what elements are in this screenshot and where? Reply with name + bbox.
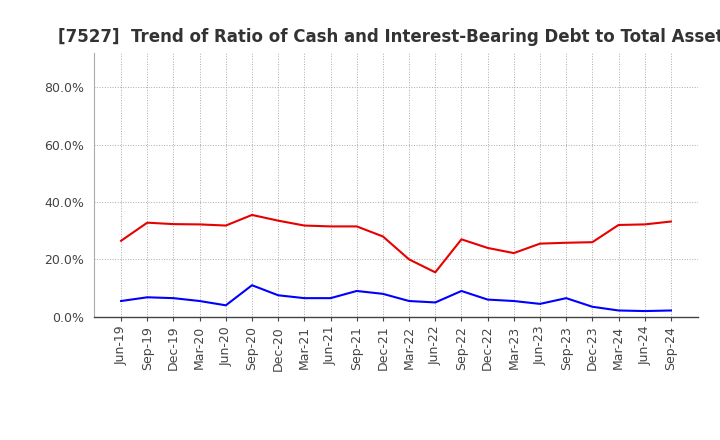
Cash [405, 257, 413, 262]
Interest-Bearing Debt [510, 298, 518, 304]
Cash [588, 239, 597, 245]
Cash [300, 223, 309, 228]
Cash [431, 270, 440, 275]
Cash [483, 245, 492, 250]
Interest-Bearing Debt [588, 304, 597, 309]
Title: [7527]  Trend of Ratio of Cash and Interest-Bearing Debt to Total Assets: [7527] Trend of Ratio of Cash and Intere… [58, 28, 720, 46]
Cash [536, 241, 544, 246]
Interest-Bearing Debt [457, 288, 466, 293]
Interest-Bearing Debt [483, 297, 492, 302]
Cash [248, 212, 256, 217]
Interest-Bearing Debt [614, 308, 623, 313]
Cash [117, 238, 125, 243]
Cash [169, 221, 178, 227]
Interest-Bearing Debt [379, 291, 387, 297]
Cash [143, 220, 152, 225]
Interest-Bearing Debt [300, 296, 309, 301]
Interest-Bearing Debt [274, 293, 282, 298]
Cash [510, 250, 518, 256]
Line: Interest-Bearing Debt: Interest-Bearing Debt [121, 285, 671, 311]
Interest-Bearing Debt [143, 295, 152, 300]
Interest-Bearing Debt [222, 303, 230, 308]
Interest-Bearing Debt [352, 288, 361, 293]
Interest-Bearing Debt [667, 308, 675, 313]
Interest-Bearing Debt [431, 300, 440, 305]
Interest-Bearing Debt [405, 298, 413, 304]
Interest-Bearing Debt [536, 301, 544, 307]
Cash [640, 222, 649, 227]
Cash [222, 223, 230, 228]
Cash [274, 218, 282, 224]
Interest-Bearing Debt [326, 296, 335, 301]
Cash [352, 224, 361, 229]
Cash [562, 240, 570, 246]
Interest-Bearing Debt [562, 296, 570, 301]
Interest-Bearing Debt [640, 308, 649, 314]
Line: Cash: Cash [121, 215, 671, 272]
Interest-Bearing Debt [117, 298, 125, 304]
Cash [667, 219, 675, 224]
Cash [457, 237, 466, 242]
Interest-Bearing Debt [248, 282, 256, 288]
Cash [326, 224, 335, 229]
Interest-Bearing Debt [195, 298, 204, 304]
Cash [614, 222, 623, 227]
Cash [195, 222, 204, 227]
Cash [379, 234, 387, 239]
Interest-Bearing Debt [169, 296, 178, 301]
